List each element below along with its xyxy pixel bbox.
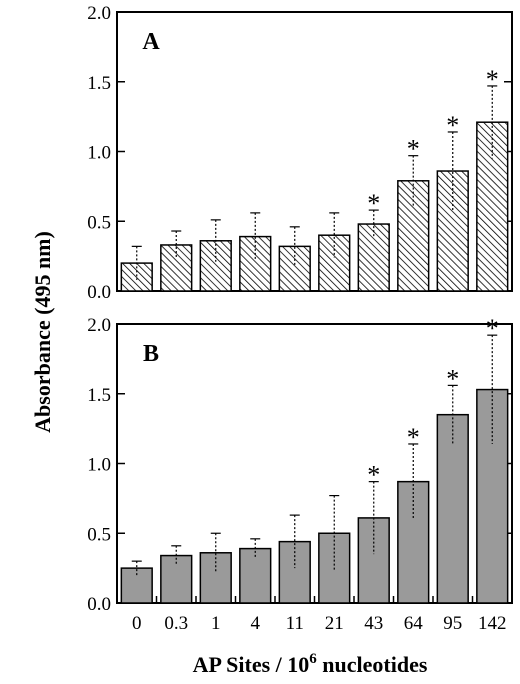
x-tick-label: 64 bbox=[404, 613, 424, 634]
panel-b-significance-marker: * bbox=[407, 423, 420, 452]
panel-a-significance-marker: * bbox=[486, 65, 499, 94]
x-tick-label: 43 bbox=[364, 613, 383, 634]
panel-a-bar bbox=[397, 180, 430, 292]
panel-a-significance-marker: * bbox=[446, 111, 459, 140]
panel-a-bar bbox=[278, 245, 311, 292]
panel-a-chart: 0.0 0.5 1.0 1.5 2.0 * * * * A bbox=[87, 3, 513, 303]
panel-b-y-tick-label: 0.0 bbox=[87, 594, 111, 615]
panel-a-significance-marker: * bbox=[407, 135, 420, 164]
panel-b-bar bbox=[239, 547, 272, 604]
x-tick-label: 95 bbox=[443, 613, 462, 634]
panel-a-bar bbox=[436, 170, 469, 292]
x-axis-title: AP Sites / 106 nucleotides bbox=[193, 651, 428, 677]
panel-b-y-tick-label: 0.5 bbox=[87, 524, 111, 545]
panel-b-bar bbox=[476, 388, 509, 604]
panel-b-bar bbox=[397, 480, 430, 604]
panel-a-bar bbox=[318, 234, 351, 292]
panel-b-chart: 0.0 0.5 1.0 1.5 2.0 * * * * B bbox=[87, 314, 513, 615]
panel-b-bar bbox=[278, 540, 311, 604]
panel-b-y-tick-label: 1.0 bbox=[87, 455, 111, 476]
x-tick-label: 21 bbox=[325, 613, 344, 634]
panel-a-y-tick-label: 0.5 bbox=[87, 212, 111, 233]
x-axis-title-main: AP Sites / 10 bbox=[193, 652, 310, 677]
panel-b-significance-marker: * bbox=[446, 364, 459, 393]
x-tick-label: 0.3 bbox=[164, 613, 188, 634]
panel-a-y-tick-label: 1.5 bbox=[87, 73, 111, 94]
panel-b-letter: B bbox=[143, 341, 159, 367]
panel-a-y-tick-label: 2.0 bbox=[87, 3, 111, 24]
x-tick-labels: 0 0.3 1 4 11 21 43 64 95 142 bbox=[132, 596, 507, 634]
x-tick-label: 142 bbox=[478, 613, 507, 634]
panel-a-bar bbox=[357, 223, 390, 292]
panel-b-bar bbox=[436, 413, 469, 604]
panel-b-bar bbox=[199, 552, 232, 604]
x-axis-title-tail: nucleotides bbox=[317, 652, 428, 677]
x-axis-title-superscript: 6 bbox=[309, 651, 317, 667]
panel-a-bar bbox=[239, 235, 272, 292]
x-tick-label: 0 bbox=[132, 613, 142, 634]
panel-a-significance-marker: * bbox=[367, 189, 380, 218]
panel-a-letter: A bbox=[142, 29, 160, 55]
panel-b-bar bbox=[357, 517, 390, 604]
x-tick-label: 11 bbox=[286, 613, 304, 634]
panel-b-significance-marker: * bbox=[367, 461, 380, 490]
panel-b-y-tick-label: 1.5 bbox=[87, 385, 111, 406]
panel-b-y-tick-label: 2.0 bbox=[87, 315, 111, 336]
x-tick-label: 1 bbox=[211, 613, 221, 634]
panel-a-y-tick-label: 1.0 bbox=[87, 143, 111, 164]
panel-a-y-tick-label: 0.0 bbox=[87, 282, 111, 303]
panel-b-significance-marker: * bbox=[486, 314, 499, 343]
y-axis-title: Absorbance (495 nm) bbox=[30, 231, 55, 433]
x-tick-label: 4 bbox=[251, 613, 261, 634]
